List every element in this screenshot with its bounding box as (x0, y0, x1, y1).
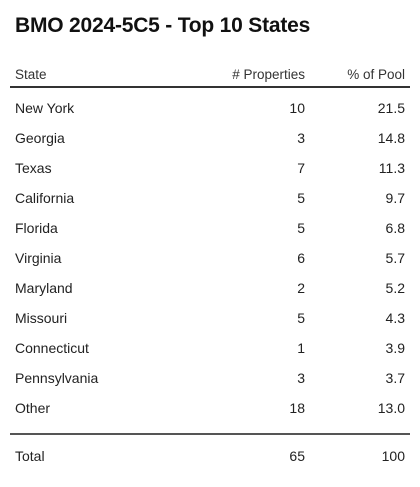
properties-cell: 1 (297, 340, 305, 356)
pct-pool-cell: 3.9 (385, 340, 405, 356)
column-header-state: State (15, 67, 47, 82)
state-cell: Other (15, 400, 51, 416)
table-row: Connecticut 1 3.9 (10, 333, 410, 363)
state-cell: New York (15, 100, 75, 116)
state-cell: Connecticut (15, 340, 89, 356)
table-row: Other 18 13.0 (10, 393, 410, 423)
properties-cell: 18 (289, 400, 305, 416)
total-label: Total (15, 448, 45, 464)
properties-cell: 5 (297, 310, 305, 326)
pct-pool-cell: 9.7 (385, 190, 405, 206)
properties-cell: 10 (289, 100, 305, 116)
table-row: Maryland 2 5.2 (10, 273, 410, 303)
properties-cell: 5 (297, 190, 305, 206)
table-row: Florida 5 6.8 (10, 213, 410, 243)
state-cell: Pennsylvania (15, 370, 99, 386)
table-row: California 5 9.7 (10, 183, 410, 213)
total-divider (10, 433, 410, 435)
pct-pool-cell: 13.0 (377, 400, 405, 416)
table-row: Georgia 3 14.8 (10, 123, 410, 153)
properties-cell: 2 (297, 280, 305, 296)
properties-cell: 3 (297, 130, 305, 146)
pct-pool-cell: 6.8 (385, 220, 405, 236)
table-header: State # Properties % of Pool (10, 62, 410, 88)
table-row: Virginia 6 5.7 (10, 243, 410, 273)
state-cell: Virginia (15, 250, 62, 266)
properties-cell: 3 (297, 370, 305, 386)
properties-cell: 7 (297, 160, 305, 176)
state-cell: Florida (15, 220, 58, 236)
pct-pool-cell: 5.7 (385, 250, 405, 266)
table-body: New York 10 21.5 Georgia 3 14.8 Texas 7 … (10, 88, 410, 423)
properties-cell: 5 (297, 220, 305, 236)
total-row: Total 65 100 (10, 441, 410, 471)
pct-pool-cell: 4.3 (385, 310, 405, 326)
state-cell: California (15, 190, 75, 206)
state-cell: Georgia (15, 130, 65, 146)
table-row: Texas 7 11.3 (10, 153, 410, 183)
column-header-pct-pool: % of Pool (347, 67, 405, 82)
page-title: BMO 2024-5C5 - Top 10 States (15, 14, 311, 37)
table-row: Pennsylvania 3 3.7 (10, 363, 410, 393)
pct-pool-cell: 21.5 (377, 100, 405, 116)
state-cell: Missouri (15, 310, 68, 326)
states-table: State # Properties % of Pool New York 10… (10, 62, 410, 471)
pct-pool-cell: 11.3 (378, 160, 405, 176)
pct-pool-cell: 5.2 (385, 280, 405, 296)
state-cell: Maryland (15, 280, 73, 296)
total-properties: 65 (289, 448, 305, 464)
state-cell: Texas (15, 160, 52, 176)
pct-pool-cell: 3.7 (385, 370, 405, 386)
pct-pool-cell: 14.8 (377, 130, 405, 146)
table-row: New York 10 21.5 (10, 93, 410, 123)
table-row: Missouri 5 4.3 (10, 303, 410, 333)
properties-cell: 6 (297, 250, 305, 266)
total-pct-pool: 100 (381, 448, 405, 464)
column-header-properties: # Properties (232, 67, 305, 82)
